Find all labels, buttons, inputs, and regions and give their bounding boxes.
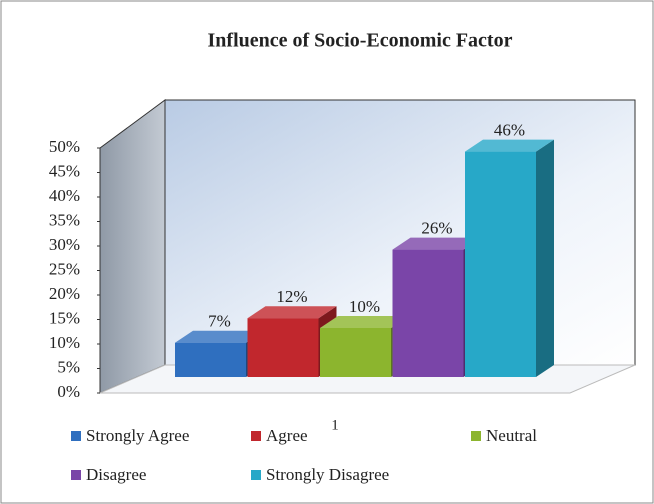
bar-top [392,237,482,250]
y-tick-label: 10% [49,333,80,352]
data-label: 7% [208,312,231,331]
y-tick-label: 25% [49,259,80,278]
y-tick-label: 20% [49,284,80,303]
y-tick-label: 40% [49,186,80,205]
legend-swatch [71,431,81,441]
y-tick-label: 5% [57,357,80,376]
bar [392,249,464,377]
legend-label: Agree [266,426,308,445]
legend-label: Neutral [486,426,537,445]
legend-swatch [251,470,261,480]
y-tick-label: 50% [49,137,80,156]
legend-swatch [471,431,481,441]
data-label: 46% [494,121,525,140]
y-tick-label: 45% [49,161,80,180]
legend-label: Strongly Agree [86,426,189,445]
y-tick-label: 35% [49,210,80,229]
chart-title: Influence of Socio-Economic Factor [208,30,513,52]
legend-label: Disagree [86,465,146,484]
y-tick-label: 15% [49,308,80,327]
bar [320,328,391,377]
bar-top [465,139,554,152]
bar [247,318,319,377]
legend-swatch [71,470,81,480]
legend-swatch [251,431,261,441]
data-label: 10% [349,297,380,316]
bar-top [175,330,264,343]
data-label: 26% [421,219,452,238]
bar-side [536,139,554,377]
data-label: 12% [276,287,307,306]
legend-label: Strongly Disagree [266,465,389,484]
side-wall [99,99,166,394]
y-tick-label: 30% [49,235,80,254]
category-label: 1 [331,417,339,433]
bar-top [247,306,337,319]
bar [175,342,246,377]
bar [465,151,536,377]
bar-top [320,316,409,328]
y-tick-label: 0% [57,382,80,401]
